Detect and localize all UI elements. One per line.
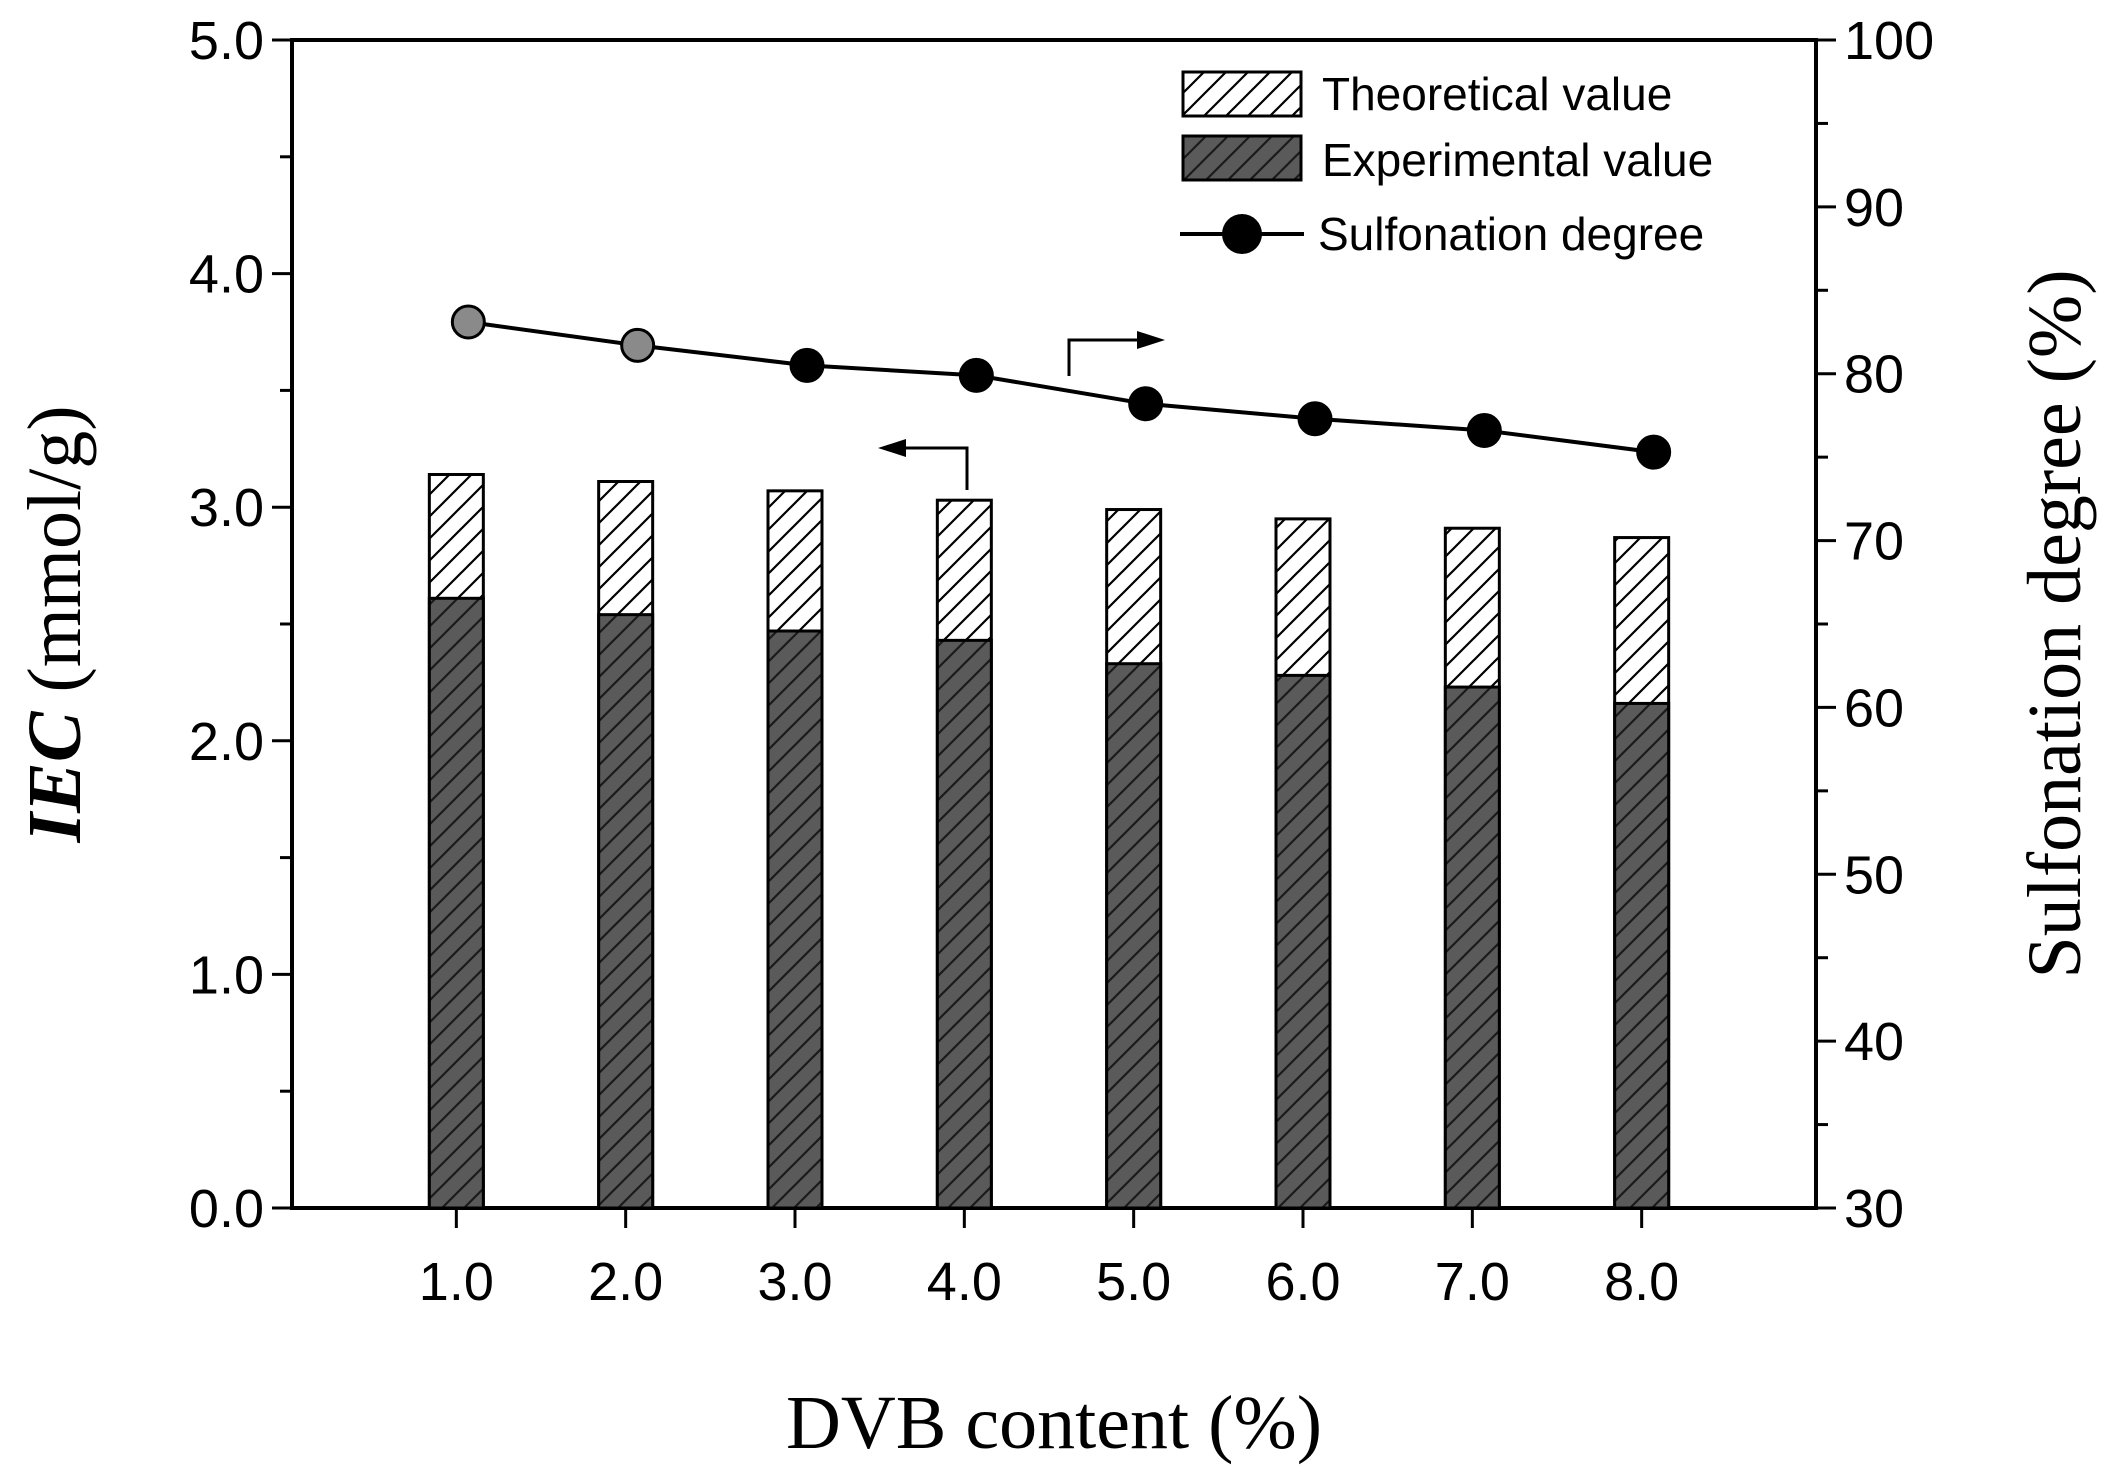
sulfonation-point-3	[789, 347, 825, 383]
bars-layer	[427, 472, 1671, 1210]
left-y-axis-title-unit: (mmol/g)	[13, 405, 97, 711]
left-y-axis-title-italic: IEC	[13, 710, 97, 843]
right-axis-arrow-head	[1137, 331, 1165, 349]
sulfonation-point-2	[620, 327, 656, 363]
right-y-tick-label: 90	[1844, 178, 1904, 238]
x-axis-title: DVB content (%)	[786, 1381, 1322, 1465]
sulfonation-line-layer	[450, 304, 1672, 470]
x-tick-label: 2.0	[588, 1252, 663, 1312]
sulfonation-point-8	[1636, 434, 1672, 470]
right-y-tick-label: 60	[1844, 678, 1904, 738]
right-y-tick-label: 30	[1844, 1179, 1904, 1239]
legend-swatch-experimental	[1181, 134, 1303, 182]
bar-experimental-3	[766, 629, 824, 1210]
bar-experimental-4	[935, 638, 993, 1210]
bar-experimental-5	[1105, 662, 1163, 1210]
left-axis-arrow	[890, 446, 969, 490]
x-tick-label: 6.0	[1265, 1252, 1340, 1312]
left-y-tick-label: 0.0	[189, 1179, 264, 1239]
x-tick-label: 7.0	[1435, 1252, 1510, 1312]
right-y-ticks: 30 40 50 60 70 80 90 100	[1816, 11, 1934, 1239]
x-tick-label: 8.0	[1604, 1252, 1679, 1312]
left-y-tick-label: 3.0	[189, 478, 264, 538]
left-axis-arrow-head	[878, 439, 906, 457]
right-y-tick-label: 80	[1844, 345, 1904, 405]
sulfonation-line	[468, 320, 1654, 455]
left-y-ticks: 0.0 1.0 2.0 3.0 4.0 5.0	[189, 11, 292, 1239]
bar-experimental-6	[1274, 673, 1332, 1210]
right-axis-arrow	[1067, 338, 1150, 376]
legend-label-sulfonation: Sulfonation degree	[1318, 208, 1704, 260]
x-tick-label: 3.0	[757, 1252, 832, 1312]
legend-label-experimental: Experimental value	[1322, 134, 1713, 186]
legend: Theoretical value Experimental value Sul…	[1180, 68, 1713, 260]
left-y-tick-label: 1.0	[189, 945, 264, 1005]
sulfonation-point-4	[958, 357, 994, 393]
sulfonation-point-6	[1297, 401, 1333, 437]
bar-experimental-1	[427, 596, 485, 1210]
x-ticks: 1.0 2.0 3.0 4.0 5.0 6.0 7.0 8.0	[419, 1208, 1679, 1312]
legend-label-theoretical: Theoretical value	[1322, 68, 1672, 120]
left-y-axis-title: IEC (mmol/g)	[13, 405, 97, 843]
left-y-tick-label: 4.0	[189, 245, 264, 305]
right-y-axis-title: Sulfonation degree (%)	[2013, 269, 2097, 978]
right-y-tick-label: 40	[1844, 1012, 1904, 1072]
right-y-tick-label: 50	[1844, 845, 1904, 905]
left-y-tick-label: 5.0	[189, 11, 264, 71]
right-y-tick-label: 100	[1844, 11, 1934, 71]
legend-marker-sulfonation	[1222, 214, 1262, 254]
sulfonation-point-5	[1128, 386, 1164, 422]
left-y-tick-label: 2.0	[189, 712, 264, 772]
sulfonation-point-7	[1466, 412, 1502, 448]
bar-experimental-2	[597, 613, 655, 1210]
bar-experimental-7	[1443, 685, 1501, 1210]
bar-experimental-8	[1613, 701, 1671, 1210]
x-tick-label: 5.0	[1096, 1252, 1171, 1312]
legend-swatch-theoretical	[1181, 70, 1303, 118]
right-y-tick-label: 70	[1844, 512, 1904, 572]
x-tick-label: 1.0	[419, 1252, 494, 1312]
x-tick-label: 4.0	[927, 1252, 1002, 1312]
sulfonation-point-1	[450, 304, 486, 340]
